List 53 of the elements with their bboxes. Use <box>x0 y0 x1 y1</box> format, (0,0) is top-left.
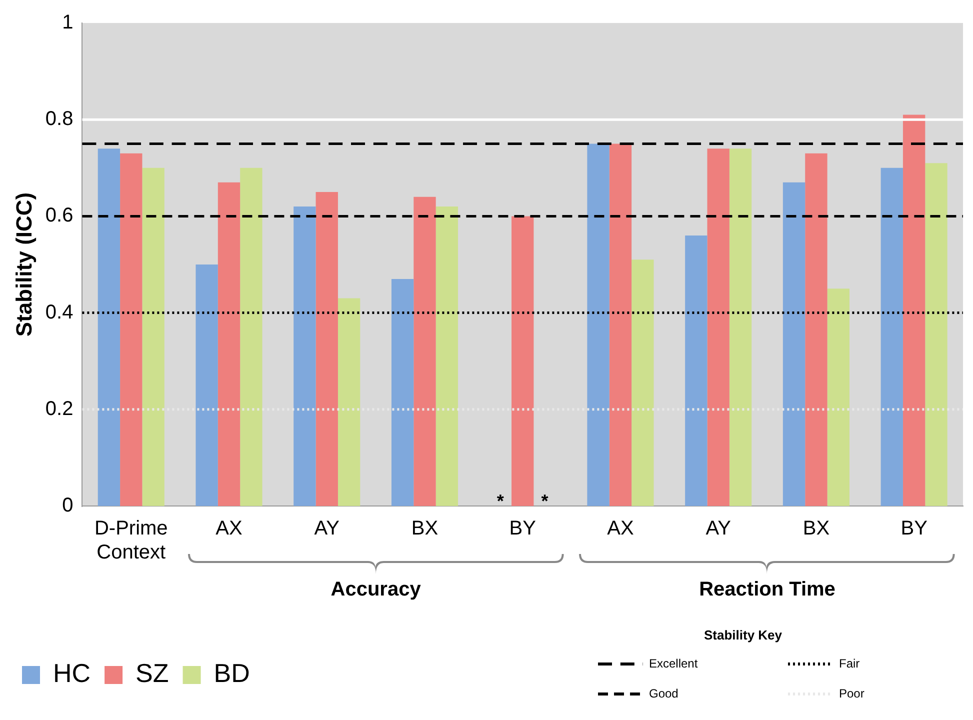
x-tick-label: AY <box>314 518 340 540</box>
annotation: * <box>541 490 548 511</box>
text: Reaction Time <box>699 578 836 601</box>
x-tick-label: BY <box>509 518 536 540</box>
bar <box>218 182 240 506</box>
y-tick-label: 0 <box>62 494 74 517</box>
x-tick-label: BX <box>802 518 830 540</box>
legend-label: Good <box>649 686 678 700</box>
bar <box>925 163 948 506</box>
legend-label: Poor <box>839 686 864 700</box>
annotation: * <box>496 490 504 511</box>
bar <box>587 144 610 506</box>
bar <box>120 153 142 506</box>
y-tick-label: 0.4 <box>45 301 74 324</box>
legend-label: SZ <box>136 658 169 688</box>
bar <box>707 148 730 506</box>
y-tick-label: 0.8 <box>45 108 74 130</box>
x-tick-label: BY <box>900 518 928 540</box>
text: Accuracy <box>330 578 422 601</box>
bar <box>391 278 414 506</box>
y-tick-label: 0.2 <box>45 398 74 420</box>
bar <box>632 260 654 506</box>
bar <box>512 216 534 506</box>
legend-label: BD <box>214 658 250 688</box>
bar <box>294 206 316 506</box>
text: Stability Key <box>704 628 783 643</box>
bar <box>316 192 338 506</box>
bar <box>142 168 164 506</box>
y-axis-title: Stability (ICC) <box>11 192 36 337</box>
bar <box>436 206 458 506</box>
bar <box>805 153 828 506</box>
bar <box>414 196 436 506</box>
y-tick-label: 1 <box>62 12 74 34</box>
x-tick-label: AX <box>607 518 634 540</box>
legend-label: Fair <box>839 656 860 670</box>
bar <box>240 168 262 506</box>
bar <box>609 144 632 506</box>
bar <box>729 148 752 506</box>
bar <box>685 236 708 506</box>
bar <box>880 168 903 506</box>
bar <box>827 288 850 506</box>
bar <box>196 264 218 506</box>
x-tick-label: AY <box>706 518 731 540</box>
legend-label: HC <box>53 658 91 688</box>
x-tick-label: AX <box>216 518 242 540</box>
bar <box>902 114 926 506</box>
bar <box>98 148 120 506</box>
legend-label: Excellent <box>649 656 698 670</box>
bar <box>782 182 806 506</box>
x-tick-label: BX <box>411 518 438 540</box>
y-tick-label: 0.6 <box>45 204 74 227</box>
x-tick-label: D-Prime Context <box>94 518 168 564</box>
bar <box>338 298 360 506</box>
